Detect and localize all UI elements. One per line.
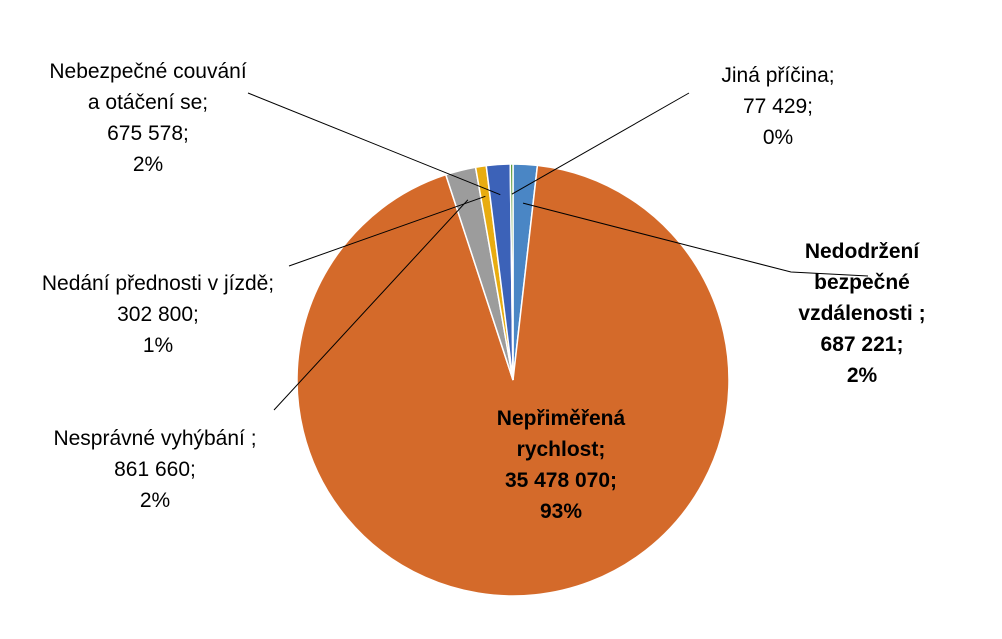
slice-6-label-value: 77 429; [743,95,813,118]
slice-4-label-name: Nedání přednosti v jízdě; [42,272,274,295]
pie-slices [296,163,730,597]
pie-slice-6 [509,163,514,381]
slice-4-label-value: 302 800; [117,303,199,326]
slice-5-label-name: a otáčení se; [88,91,208,114]
slice-1-label-name: bezpečné [814,271,910,294]
slice-1-label-name: Nedodržení [805,240,921,263]
leader-line-1 [522,202,869,277]
slice-5-label-name: Nebezpečné couvání [49,60,246,83]
slice-2-label-value: 35 478 070; [505,469,617,492]
slice-2-label-name: rychlost; [517,438,606,461]
leader-line-6 [511,92,690,195]
slice-6-label-percent: 0% [763,126,793,149]
leader-line-5 [247,92,501,196]
leader-line-3 [273,199,469,411]
leader-line-4 [288,195,486,267]
slice-2-label-percent: 93% [540,500,582,523]
slice-3-label-name: Nesprávné vyhýbání ; [53,427,256,450]
slice-1-label-percent: 2% [847,364,878,387]
slice-2-label-name: Nepřiměřená [497,407,626,430]
slice-3-label-value: 861 660; [114,458,196,481]
slice-6-label-name: Jiná příčina; [721,64,834,87]
slice-labels: Nedodržení bezpečné vzdálenosti ; 687 221; 2… [42,60,926,523]
leader-lines [247,92,869,411]
slice-3-label-percent: 2% [140,489,170,512]
pie-slice-2 [296,164,730,597]
slice-5-label-percent: 2% [133,153,163,176]
slice-1-label-name: vzdálenosti ; [798,302,925,325]
slice-1-label-value: 687 221; [821,333,904,356]
slice-4-label-percent: 1% [143,334,173,357]
slice-5-label-value: 675 578; [107,122,189,145]
